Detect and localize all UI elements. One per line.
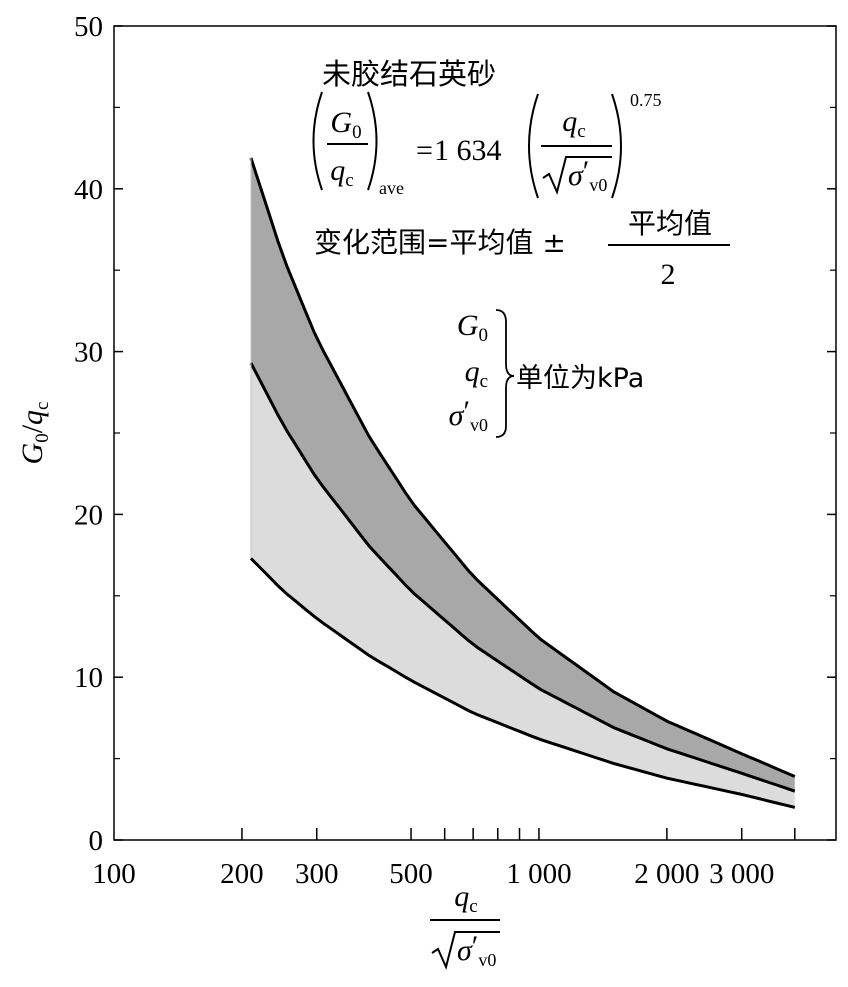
- x-tick-label: 3 000: [709, 858, 774, 890]
- x-axis-label: qc σ′v0: [430, 880, 500, 971]
- svg-text:σ′v0: σ′v0: [568, 155, 607, 195]
- x-tick-label: 1 000: [506, 858, 571, 890]
- lower-band: [250, 363, 795, 808]
- upper-band: [250, 157, 795, 792]
- annotation-range: 变化范围=平均值 ± 平均值 2: [314, 207, 730, 291]
- svg-text:qc: qc: [454, 880, 477, 917]
- x-tick-label: 500: [389, 858, 433, 890]
- svg-text:1 634: 1 634: [434, 134, 502, 167]
- svg-text:平均值: 平均值: [628, 207, 712, 240]
- svg-text:qc: qc: [465, 355, 488, 392]
- x-tick-label: 2 000: [634, 858, 699, 890]
- y-tick-label: 20: [74, 499, 103, 531]
- svg-text:G0: G0: [457, 309, 488, 346]
- annotation-units: G0 qc σ′v0 单位为kPa: [449, 309, 644, 438]
- average-curve: [249, 362, 796, 793]
- y-tick-label: 30: [74, 337, 103, 369]
- tick-layer: 100 200 300 500 1 000 2 000 3 000 0 10 20 30 40 50: [74, 11, 836, 890]
- lower-curve: [249, 557, 796, 809]
- svg-text:qc: qc: [562, 105, 585, 142]
- svg-text:ave: ave: [379, 178, 404, 198]
- x-tick-label: 200: [220, 858, 264, 890]
- curve-layer: [249, 157, 796, 809]
- svg-text:σ′v0: σ′v0: [457, 930, 496, 970]
- annotation-equation: G0 qc ave = 1 634 qc σ′v0 0.75: [312, 90, 662, 199]
- x-tick-label: 300: [295, 858, 339, 890]
- svg-text:2: 2: [661, 258, 676, 291]
- svg-text:变化范围=平均值 ±: 变化范围=平均值 ±: [314, 226, 566, 259]
- band-layer: [250, 157, 795, 808]
- y-tick-label: 50: [74, 11, 103, 43]
- svg-text:=: =: [416, 134, 433, 167]
- svg-text:0.75: 0.75: [630, 90, 662, 110]
- svg-text:G0: G0: [330, 106, 361, 143]
- y-tick-label: 0: [89, 825, 104, 857]
- y-tick-label: 10: [74, 662, 103, 694]
- annotation-title: 未胶结石英砂: [322, 57, 496, 91]
- svg-text:qc: qc: [330, 154, 353, 191]
- y-axis-label: G0/qc: [16, 402, 53, 465]
- svg-text:单位为kPa: 单位为kPa: [516, 363, 644, 394]
- svg-text:σ′v0: σ′v0: [449, 395, 488, 435]
- x-tick-label: 100: [92, 858, 136, 890]
- upper-curve: [249, 157, 796, 778]
- y-tick-label: 40: [74, 174, 103, 206]
